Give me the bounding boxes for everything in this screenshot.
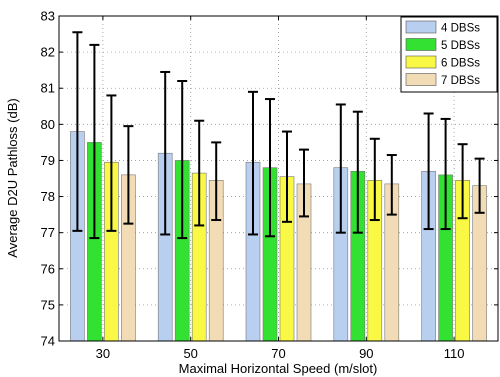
legend-swatch	[405, 55, 437, 69]
legend: 4 DBSs 5 DBSs 6 DBSs 7 DBSs	[400, 16, 498, 93]
y-tick-label: 76	[41, 261, 55, 276]
legend-label: 5 DBSs	[441, 40, 480, 52]
legend-swatch	[405, 38, 437, 51]
legend-swatch	[405, 73, 437, 86]
y-tick-label: 74	[41, 334, 55, 349]
x-tick-label: 90	[359, 346, 373, 361]
x-tick-label: 70	[271, 346, 285, 361]
y-tick-label: 82	[41, 45, 55, 60]
x-tick-label: 50	[183, 346, 197, 361]
y-tick-label: 81	[41, 81, 55, 96]
y-tick-label: 80	[41, 117, 55, 132]
axis-ticks: 74 75 76 77 78 79 80 81 82 83 30 50 70 90 110	[41, 9, 498, 361]
x-tick-label: 110	[444, 346, 465, 361]
x-tick-label: 30	[96, 346, 110, 361]
legend-label: 6 DBSs	[441, 58, 480, 70]
x-axis-label: Maximal Horizontal Speed (m/slot)	[179, 361, 378, 376]
y-tick-label: 75	[41, 297, 55, 312]
error-bars	[72, 31, 485, 240]
legend-swatch	[405, 20, 437, 34]
y-tick-label: 79	[41, 153, 55, 168]
legend-label: 7 DBSs	[441, 75, 480, 87]
legend-label: 4 DBSs	[441, 23, 480, 35]
y-tick-label: 83	[41, 9, 55, 24]
y-axis-label: Average D2U Pathloss (dB)	[5, 98, 20, 257]
y-tick-label: 77	[41, 225, 55, 240]
y-tick-label: 78	[41, 189, 55, 204]
bars	[70, 131, 487, 342]
